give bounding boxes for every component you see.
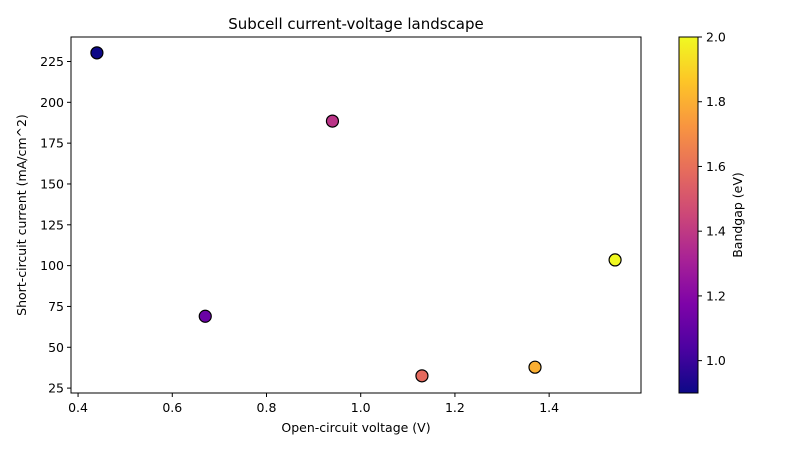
y-tick-label: 100 — [40, 258, 64, 273]
y-tick-label: 150 — [40, 176, 64, 191]
y-tick-label: 125 — [40, 217, 64, 232]
data-point-5 — [528, 360, 542, 374]
colorbar-tick-label: 1.0 — [706, 353, 726, 368]
data-point-3 — [325, 114, 340, 128]
y-axis-label: Short-circuit current (mA/cm^2) — [14, 114, 29, 316]
colorbar-tick-label: 1.2 — [706, 288, 726, 303]
x-axis-label: Open-circuit voltage (V) — [281, 420, 430, 435]
colorbar-tick-label: 1.6 — [706, 159, 726, 174]
y-tick-label: 25 — [48, 381, 64, 396]
colorbar-tick-label: 1.4 — [706, 224, 726, 239]
colorbar-ticks: 1.0 1.2 1.4 1.6 1.8 2.0 — [698, 30, 726, 368]
colorbar — [678, 36, 699, 394]
colorbar-label: Bandgap (eV) — [730, 172, 745, 258]
y-tick-label: 75 — [48, 299, 64, 314]
data-point-4 — [415, 369, 429, 383]
y-tick-label: 200 — [40, 95, 64, 110]
x-tick-label: 1.4 — [539, 400, 559, 415]
x-tick-label: 1.2 — [445, 400, 465, 415]
plot-frame — [70, 36, 642, 394]
y-tick-label: 225 — [40, 54, 64, 69]
data-point-1 — [90, 46, 104, 60]
y-axis-ticks: 25 50 75 100 125 150 175 200 225 — [40, 54, 71, 396]
x-tick-label: 0.8 — [257, 400, 277, 415]
data-point-2 — [198, 309, 212, 323]
x-tick-label: 1.0 — [351, 400, 371, 415]
points-layer — [90, 46, 622, 383]
data-point-6 — [608, 253, 622, 267]
y-tick-label: 50 — [48, 340, 64, 355]
chart-title: Subcell current-voltage landscape — [228, 15, 483, 33]
colorbar-tick-label: 2.0 — [706, 30, 726, 45]
y-tick-label: 175 — [40, 136, 64, 151]
x-tick-label: 0.4 — [68, 400, 88, 415]
colorbar-tick-label: 1.8 — [706, 94, 726, 109]
x-axis-ticks: 0.4 0.6 0.8 1.0 1.2 1.4 — [68, 393, 559, 415]
x-tick-label: 0.6 — [162, 400, 182, 415]
